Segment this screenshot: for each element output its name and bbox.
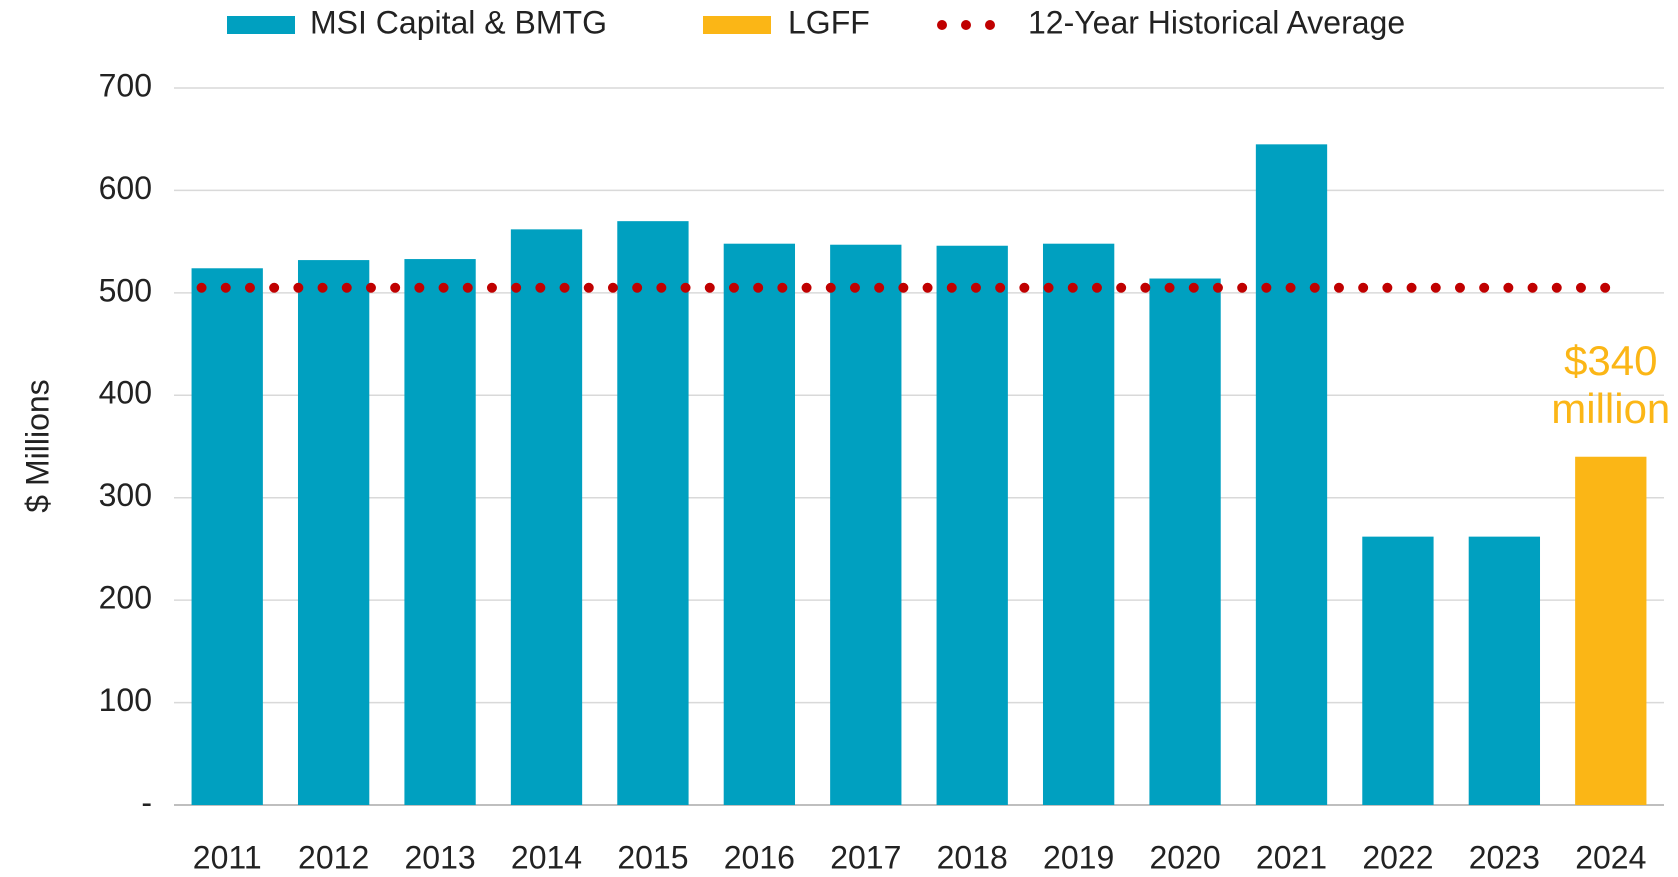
legend-swatch	[227, 16, 295, 34]
legend-swatch	[703, 16, 771, 34]
data-label: $340 million	[1551, 336, 1671, 433]
y-axis-label: $ Millions	[19, 379, 55, 512]
bar	[510, 229, 583, 805]
x-tick-label: 2016	[724, 839, 795, 875]
bar	[936, 245, 1008, 806]
x-tick-label: 2012	[298, 839, 369, 875]
bar	[191, 268, 263, 805]
y-tick-label: 300	[99, 477, 152, 513]
y-tick-label: 400	[99, 375, 152, 411]
bar	[1362, 536, 1434, 805]
x-tick-label: 2020	[1149, 839, 1220, 875]
bar	[404, 259, 476, 805]
x-tick-label: 2015	[617, 839, 688, 875]
x-tick-label: 2023	[1469, 839, 1540, 875]
bar	[830, 244, 902, 806]
bar	[1575, 456, 1647, 805]
bar	[1042, 243, 1115, 806]
y-tick-label: 700	[99, 67, 152, 103]
y-tick-label: 200	[99, 580, 152, 616]
bar	[1468, 536, 1541, 805]
bar	[723, 243, 796, 806]
x-tick-label: 2022	[1362, 839, 1433, 875]
x-tick-label: 2021	[1256, 839, 1327, 875]
bar	[297, 260, 370, 806]
x-tick-label: 2014	[511, 839, 582, 875]
x-tick-label: 2024	[1575, 839, 1646, 875]
legend-label: 12-Year Historical Average	[1028, 4, 1405, 40]
y-tick-label: 600	[99, 170, 152, 206]
y-tick-label: 100	[99, 682, 152, 718]
x-tick-label: 2011	[193, 839, 262, 875]
legend-label: LGFF	[788, 4, 870, 40]
y-tick-label: -	[141, 784, 152, 820]
bar	[1255, 144, 1328, 806]
y-tick-label: 500	[99, 272, 152, 308]
x-tick-label: 2019	[1043, 839, 1114, 875]
x-tick-label: 2018	[937, 839, 1008, 875]
x-tick-label: 2017	[830, 839, 901, 875]
bar	[617, 221, 689, 805]
bar	[1149, 278, 1221, 805]
x-tick-label: 2013	[404, 839, 475, 875]
legend-label: MSI Capital & BMTG	[310, 4, 607, 40]
